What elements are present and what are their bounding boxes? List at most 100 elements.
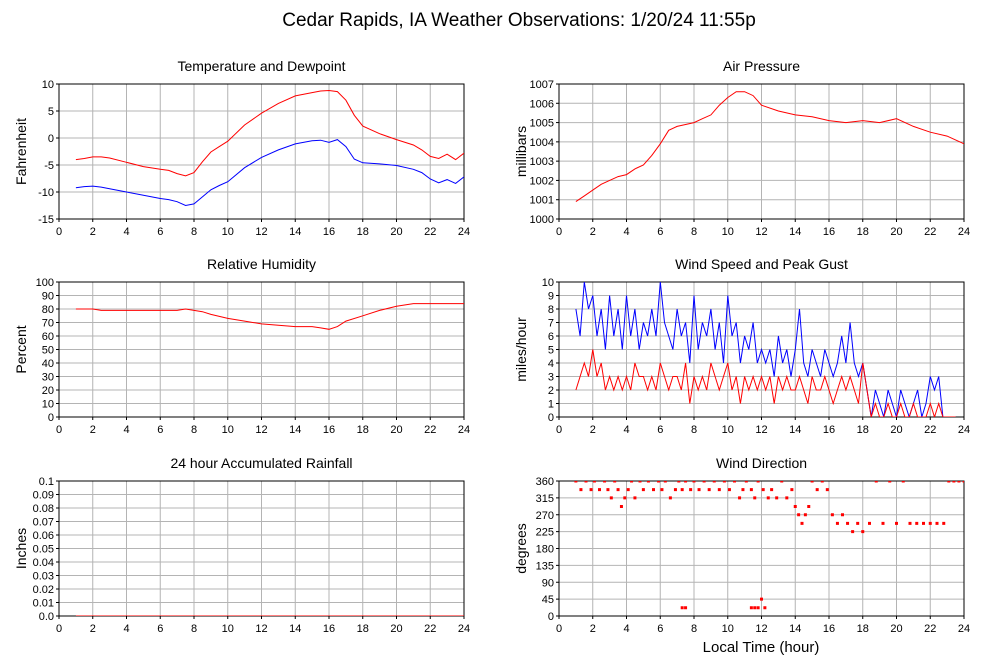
- wind-direction-point: [756, 481, 760, 483]
- wind-direction-point: [851, 530, 855, 534]
- x-tick-label: 8: [191, 226, 197, 238]
- y-tick-label: 7: [548, 318, 554, 330]
- wind-direction-point: [598, 488, 601, 492]
- x-tick-label: 8: [691, 424, 697, 436]
- wind-direction-point: [589, 488, 593, 492]
- wind-direction-point: [663, 481, 667, 483]
- x-tick-label: 10: [222, 226, 234, 238]
- air-pressure-ylabel: millibars: [513, 126, 529, 177]
- wind-direction-point: [922, 521, 925, 525]
- y-tick-label: -5: [44, 160, 54, 172]
- y-tick-label: 60: [42, 331, 54, 343]
- wind-speed-and-peak-gust-chart: Wind Speed and Peak Gustmiles/hour012345…: [513, 256, 970, 436]
- x-tick-label: 4: [123, 424, 129, 436]
- x-tick-label: 4: [123, 623, 129, 635]
- x-tick-label: 16: [823, 226, 835, 238]
- x-tick-label: 8: [191, 623, 197, 635]
- y-tick-label: 50: [42, 345, 54, 357]
- wind-direction-point: [775, 496, 779, 500]
- wind-direction-point: [652, 488, 655, 492]
- wind-direction-point: [680, 606, 684, 610]
- y-tick-label: 5: [548, 345, 554, 357]
- x-tick-label: 4: [623, 623, 629, 635]
- wind-direction-point: [749, 606, 753, 610]
- wind-direction-point: [722, 481, 726, 483]
- x-tick-label: 6: [157, 424, 163, 436]
- relative-humidity-ylabel: Percent: [13, 325, 29, 373]
- wind-direction-point: [915, 521, 919, 525]
- wind-direction-point: [881, 521, 885, 525]
- relative-humidity-chart: Relative HumidityPercent0102030405060708…: [13, 256, 470, 436]
- y-tick-label: 1006: [530, 98, 554, 110]
- y-tick-label: 80: [42, 304, 54, 316]
- y-tick-label: 225: [536, 527, 554, 539]
- wind-direction-point: [952, 481, 956, 483]
- x-tick-label: 2: [590, 623, 596, 635]
- y-tick-label: 0: [48, 133, 54, 145]
- wind-direction-point: [584, 481, 588, 483]
- x-tick-label: 10: [722, 226, 734, 238]
- x-tick-label: 16: [323, 424, 335, 436]
- wind-direction-title: Wind Direction: [716, 455, 807, 471]
- x-tick-label: 12: [255, 424, 267, 436]
- x-tick-label: 22: [924, 226, 936, 238]
- wind-speed-and-peak-gust-series-line-2: [575, 349, 956, 417]
- y-tick-label: 315: [536, 493, 554, 505]
- wind-direction-point: [744, 481, 748, 483]
- x-tick-label: 6: [657, 226, 663, 238]
- y-tick-label: 0.05: [33, 544, 54, 556]
- wind-direction-point: [646, 481, 650, 483]
- x-tick-label: 12: [255, 623, 267, 635]
- x-tick-label: 6: [657, 623, 663, 635]
- x-tick-label: 20: [390, 424, 402, 436]
- wind-direction-point: [785, 496, 789, 500]
- y-tick-label: 0.06: [33, 530, 54, 542]
- wind-direction-point: [660, 488, 664, 492]
- x-tick-label: 18: [857, 424, 869, 436]
- x-tick-label: 22: [424, 226, 436, 238]
- wind-direction-point: [592, 481, 596, 483]
- wind-direction-point: [616, 488, 620, 492]
- x-tick-label: 20: [390, 226, 402, 238]
- air-pressure-title: Air Pressure: [723, 58, 800, 74]
- y-tick-label: 0.02: [33, 584, 54, 596]
- wind-direction-point: [935, 521, 939, 525]
- relative-humidity-title: Relative Humidity: [207, 256, 316, 272]
- wind-direction-point: [702, 481, 706, 483]
- wind-direction-point: [790, 488, 794, 492]
- y-tick-label: 0: [548, 611, 554, 623]
- wind-direction-point: [673, 488, 677, 492]
- wind-direction-point: [603, 481, 607, 483]
- y-tick-label: -15: [38, 214, 54, 226]
- wind-direction-point: [630, 481, 634, 483]
- x-tick-label: 24: [958, 424, 970, 436]
- y-tick-label: 10: [542, 277, 554, 289]
- wind-direction-point: [606, 488, 610, 492]
- x-tick-label: 14: [289, 424, 301, 436]
- y-tick-label: 0.09: [33, 490, 54, 502]
- x-tick-label: 8: [191, 424, 197, 436]
- x-tick-label: 20: [890, 226, 902, 238]
- wind-direction-point: [753, 606, 757, 610]
- x-tick-label: 6: [657, 424, 663, 436]
- wind-direction-point: [942, 521, 946, 525]
- wind-direction-ylabel: degrees: [513, 523, 529, 574]
- wind-direction-point: [760, 597, 763, 601]
- wind-direction-point: [825, 488, 829, 492]
- y-tick-label: 10: [42, 79, 54, 91]
- y-tick-label: 1001: [530, 195, 554, 207]
- chart-panels: Temperature and Dewpoint Fahrenheit -15 -10…: [13, 58, 970, 635]
- x-tick-label: 18: [357, 226, 369, 238]
- y-tick-label: 40: [42, 358, 54, 370]
- wind-direction-point: [803, 513, 807, 517]
- wind-direction-point: [895, 521, 898, 525]
- x-tick-label: 2: [90, 226, 96, 238]
- 24-hour-accumulated-rainfall-chart: 24 hour Accumulated RainfallInches0.00.0…: [13, 455, 470, 635]
- wind-direction-point: [807, 505, 811, 508]
- x-tick-label: 14: [789, 424, 801, 436]
- wind-direction-point: [962, 481, 964, 483]
- wind-direction-point: [697, 488, 701, 492]
- wind-direction-chart: Wind Directiondegrees0459013518022527031…: [513, 455, 970, 635]
- wind-direction-point: [810, 481, 814, 483]
